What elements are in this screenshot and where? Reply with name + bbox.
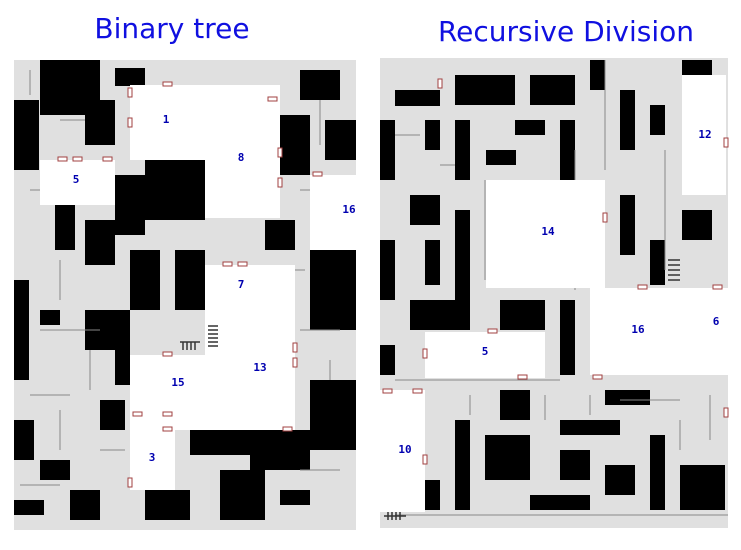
room-label: 7 xyxy=(238,278,245,291)
room-label: 5 xyxy=(73,173,80,186)
room-label: 15 xyxy=(171,376,184,389)
room-label: 16 xyxy=(342,203,356,216)
room-label: 6 xyxy=(713,315,720,328)
room-label: 3 xyxy=(149,451,156,464)
room-label: 10 xyxy=(398,443,411,456)
room-label: 14 xyxy=(541,225,555,238)
left-title: Binary tree xyxy=(94,12,249,45)
rooms xyxy=(40,85,356,490)
doors xyxy=(382,78,729,465)
room-label: 1 xyxy=(163,113,170,126)
doors xyxy=(57,81,323,488)
stairs xyxy=(180,325,218,350)
walls xyxy=(14,60,356,520)
room-label: 13 xyxy=(253,361,266,374)
walls xyxy=(380,60,725,510)
left-maze: 1 8 5 16 7 13 15 3 xyxy=(14,60,356,530)
room-label: 12 xyxy=(698,128,711,141)
stairs xyxy=(384,259,680,520)
right-title: Recursive Division xyxy=(438,15,694,48)
room-label: 16 xyxy=(631,323,645,336)
corridors xyxy=(20,70,340,486)
room-label: 5 xyxy=(482,345,489,358)
room-label: 8 xyxy=(238,151,245,164)
rooms xyxy=(380,75,728,512)
right-maze: 12 14 16 6 5 10 xyxy=(380,58,729,528)
